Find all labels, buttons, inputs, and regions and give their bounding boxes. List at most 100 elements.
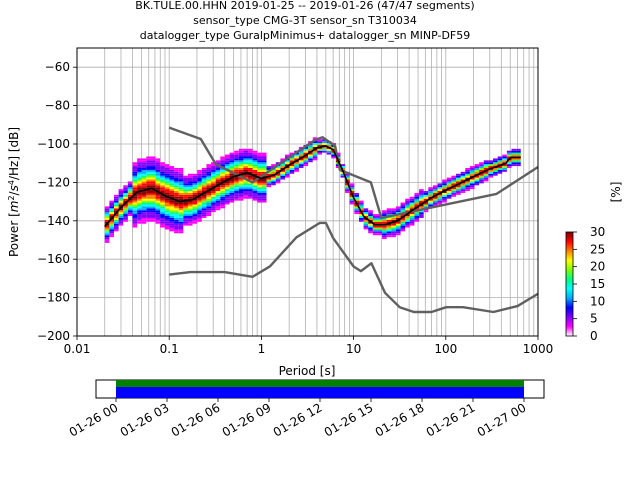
pdf-cell [474, 168, 480, 170]
pdf-cell [391, 219, 396, 222]
pdf-cell [141, 173, 147, 176]
pdf-cell [382, 221, 387, 224]
pdf-cell [409, 202, 415, 205]
pdf-cell [257, 187, 262, 190]
pdf-cell [178, 196, 184, 199]
pdf-cell [428, 198, 433, 201]
pdf-cell [234, 183, 239, 186]
pdf-cell [252, 164, 258, 167]
pdf-cell [252, 150, 258, 153]
pdf-cell [109, 231, 114, 234]
pdf-cell [141, 169, 147, 172]
pdf-cell [187, 221, 193, 224]
pdf-cell [469, 179, 475, 182]
pdf-cell [354, 212, 359, 215]
pdf-cell [206, 166, 212, 168]
pdf-cell [243, 168, 249, 170]
pdf-cell [488, 171, 494, 174]
y-tick-label: −140 [37, 214, 70, 228]
pdf-cell [474, 166, 480, 168]
pdf-cell [248, 185, 253, 188]
pdf-cell [409, 204, 415, 207]
pdf-cell [113, 194, 119, 197]
pdf-cell [178, 198, 184, 201]
pdf-cell [252, 166, 258, 168]
pdf-cell [377, 233, 383, 236]
pdf-cell [243, 166, 249, 168]
pdf-cell [248, 164, 253, 167]
pdf-cell [141, 183, 147, 186]
pdf-cell [229, 166, 235, 168]
pdf-cell [391, 229, 396, 232]
pdf-cell [372, 217, 378, 220]
pdf-cell [155, 198, 161, 201]
pdf-cell [261, 164, 267, 167]
pdf-cell [215, 179, 221, 182]
pdf-cell [382, 219, 387, 222]
pdf-cell [446, 183, 452, 186]
pdf-cell [183, 200, 188, 203]
pdf-cell [308, 146, 313, 149]
pdf-cell [442, 194, 447, 197]
pdf-cell [234, 187, 239, 190]
pdf-cell [150, 162, 156, 165]
pdf-cell [150, 206, 156, 209]
pdf-cell [451, 191, 457, 193]
pdf-cell [234, 192, 239, 195]
pdf-cell [220, 200, 225, 203]
pdf-cell [178, 175, 184, 178]
pdf-cell [451, 189, 457, 192]
pdf-cell [511, 162, 517, 165]
pdf-cell [271, 177, 276, 180]
pdf-cell [169, 225, 175, 228]
pdf-cell [257, 192, 262, 195]
pdf-cell [238, 179, 244, 182]
pdf-cell [391, 217, 396, 220]
pdf-cell [164, 204, 170, 207]
pdf-cell [123, 214, 128, 216]
pdf-cell [234, 164, 239, 167]
pdf-cell [460, 175, 466, 178]
pdf-cell [155, 200, 161, 203]
pdf-cell [146, 158, 151, 161]
pdf-cell [155, 166, 161, 168]
pdf-cell [146, 164, 151, 167]
pdf-cell [113, 227, 119, 230]
pdf-cell [150, 191, 156, 193]
pdf-cell [192, 219, 198, 222]
pdf-cell [150, 158, 156, 161]
pdf-cell [349, 187, 355, 190]
pdf-cell [113, 210, 119, 213]
pdf-cell [405, 216, 410, 218]
pdf-cell [206, 175, 212, 178]
pdf-cell [146, 183, 151, 186]
pdf-cell [469, 187, 475, 190]
pdf-cell [187, 210, 193, 213]
pdf-cell [266, 183, 272, 186]
pdf-cell [234, 158, 239, 161]
pdf-cell [382, 237, 387, 240]
pdf-cell [493, 162, 498, 165]
pdf-cell [409, 200, 415, 203]
pdf-cell [238, 183, 244, 186]
pdf-cell [197, 214, 202, 216]
pdf-cell [243, 158, 249, 161]
pdf-cell [363, 225, 369, 228]
pdf-cell [261, 156, 267, 159]
pdf-cell [150, 208, 156, 211]
pdf-cell [137, 192, 142, 195]
pdf-cell [229, 187, 235, 190]
pdf-cell [271, 169, 276, 172]
pdf-cell [178, 221, 184, 224]
pdf-cell [211, 189, 216, 192]
pdf-cell [183, 179, 188, 182]
pdf-cell [169, 221, 175, 224]
pdf-cell [146, 217, 151, 220]
pdf-cell [174, 173, 179, 176]
pdf-cell [160, 196, 165, 199]
pdf-cell [243, 187, 249, 190]
pdf-cell [146, 191, 151, 193]
pdf-cell [187, 208, 193, 211]
pdf-cell [174, 187, 179, 190]
pdf-cell [224, 156, 230, 159]
